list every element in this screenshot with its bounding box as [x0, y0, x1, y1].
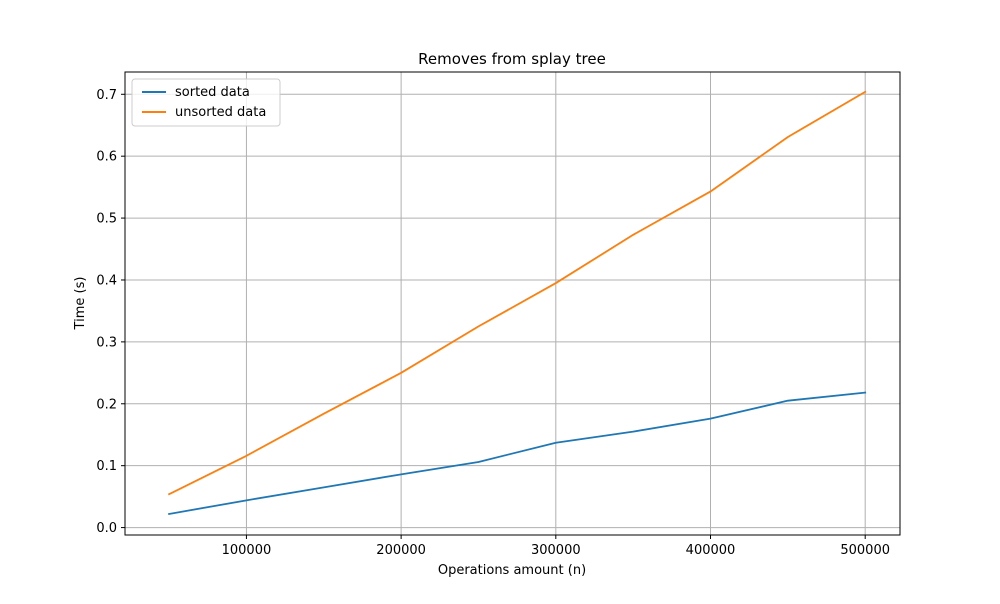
legend-label-sorted: sorted data [175, 85, 250, 100]
y-tick-label: 0.7 [96, 88, 117, 103]
y-tick-label: 0.6 [96, 150, 117, 165]
series-line-sorted [168, 391, 867, 515]
plot-frame [124, 71, 901, 536]
series-line-unsorted [167, 90, 867, 496]
y-tick-label: 0.4 [96, 273, 117, 288]
x-tick-label: 400000 [686, 543, 736, 558]
x-axis-ticks: 100000 200000 300000 400000 500000 [222, 535, 890, 558]
legend-box [131, 78, 281, 127]
chart-title: Removes from splay tree [418, 50, 606, 68]
grid [125, 72, 900, 535]
x-tick-label: 200000 [376, 543, 426, 558]
y-tick-label: 0.2 [96, 397, 117, 412]
y-tick-label: 0.5 [96, 212, 117, 227]
y-tick-label: 0.0 [96, 521, 117, 536]
series-lines [167, 90, 867, 515]
y-tick-label: 0.1 [96, 459, 117, 474]
legend-label-unsorted: unsorted data [175, 105, 266, 120]
x-tick-label: 300000 [531, 543, 581, 558]
x-tick-label: 100000 [222, 543, 272, 558]
y-axis-label: Time (s) [73, 277, 88, 331]
y-axis-ticks: 0.0 0.1 0.2 0.3 0.4 0.5 0.6 0.7 [96, 88, 125, 536]
legend: sorted data unsorted data [131, 78, 281, 127]
y-tick-label: 0.3 [96, 335, 117, 350]
x-tick-label: 500000 [840, 543, 890, 558]
x-axis-label: Operations amount (n) [438, 563, 586, 578]
